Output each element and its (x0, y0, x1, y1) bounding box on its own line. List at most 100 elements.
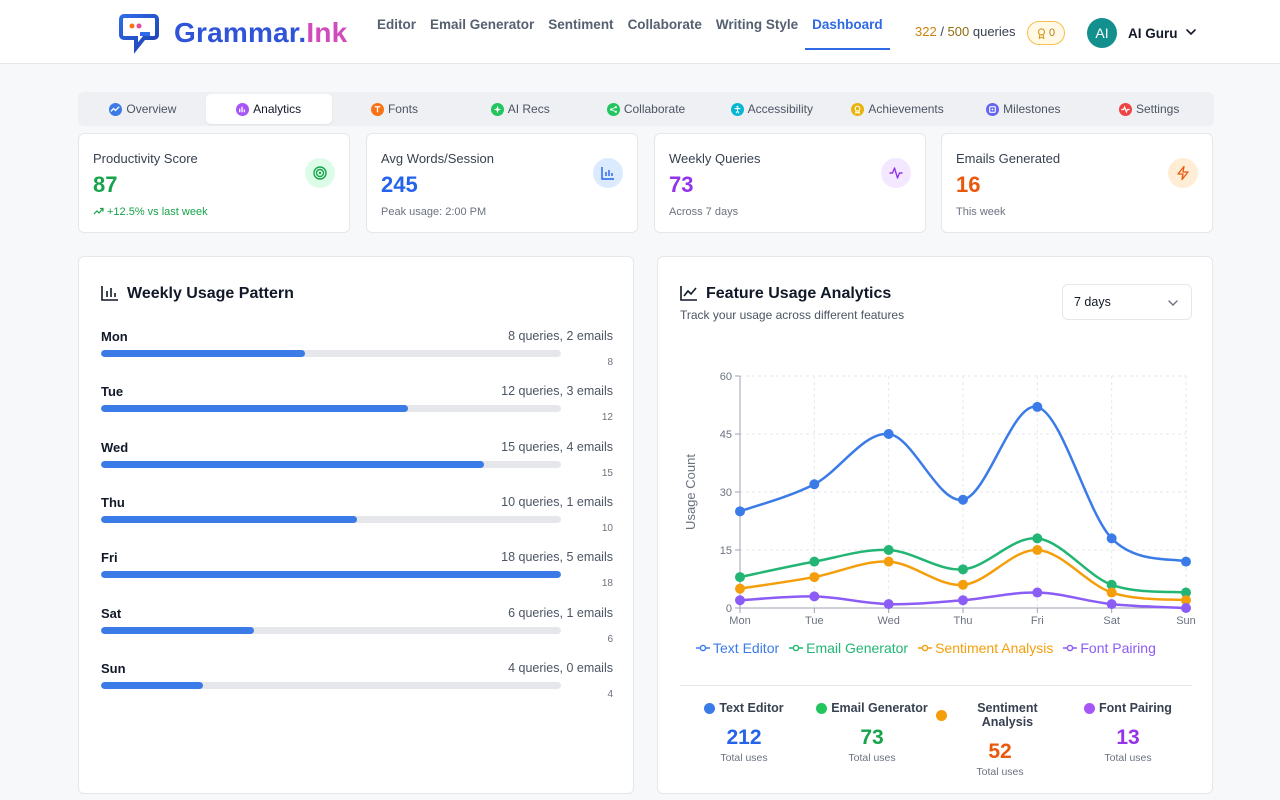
day-label: Thu (101, 494, 125, 510)
tab-collaborate[interactable]: Collaborate (583, 94, 709, 124)
stat-card-productivity-score: Productivity Score 87 +12.5% vs last week (78, 133, 350, 233)
data-point-font-pairing (809, 591, 820, 602)
time-range-select[interactable]: 7 days (1062, 284, 1192, 320)
data-point-email-generator (1032, 533, 1043, 544)
legend-item-sentiment-analysis[interactable]: Sentiment Analysis (918, 640, 1053, 656)
chevron-down-icon (1168, 300, 1178, 306)
usage-bar-fill (101, 350, 306, 357)
usage-bar-track (101, 571, 561, 579)
tab-label: Overview (126, 102, 177, 116)
day-count: 15 (601, 467, 613, 479)
feature-totals: Text Editor 212 Total uses Email Generator 7… (680, 701, 1192, 781)
data-point-text-editor (1032, 401, 1043, 412)
type-icon (370, 102, 384, 116)
share-icon (606, 102, 620, 116)
day-count: 6 (607, 633, 613, 645)
day-label: Sun (101, 660, 126, 676)
y-tick-label: 0 (726, 603, 732, 615)
stat-label: Productivity Score (93, 151, 198, 166)
sparkle-icon (490, 102, 504, 116)
bar-chart-icon (101, 286, 118, 301)
nav-sentiment[interactable]: Sentiment (548, 17, 614, 32)
user-name[interactable]: AI Guru (1128, 26, 1178, 41)
tab-overview[interactable]: Overview (80, 94, 206, 124)
legend-line-icon (789, 644, 804, 652)
nav-editor[interactable]: Editor (377, 17, 416, 32)
color-dot-icon (936, 709, 947, 721)
tab-label: Settings (1135, 102, 1180, 116)
tab-fonts[interactable]: Fonts (332, 94, 458, 124)
tab-ai-recs[interactable]: AI Recs (457, 94, 583, 124)
weekly-row-sun: Sun 4 queries, 0 emails 4 (101, 661, 613, 711)
data-point-email-generator (1181, 587, 1191, 598)
bar-chart-icon (236, 102, 250, 116)
achievement-badge[interactable]: 0 (1027, 21, 1065, 45)
activity-icon (881, 158, 911, 188)
total-value: 13 (1116, 726, 1140, 749)
stat-card-emails-generated: Emails Generated 16 This week (941, 133, 1213, 233)
brand-name: Grammar.Ink (174, 17, 348, 48)
day-detail: 6 queries, 1 emails (508, 605, 613, 620)
stat-card-avg-words-session: Avg Words/Session 245 Peak usage: 2:00 PM (366, 133, 638, 233)
usage-bar-track (101, 515, 561, 523)
weekly-usage-panel: Weekly Usage Pattern Mon 8 queries, 2 ema… (78, 256, 634, 794)
brand-logo[interactable]: Grammar.Ink (118, 12, 347, 54)
tab-accessibility[interactable]: Accessibility (709, 94, 835, 124)
time-range-value: 7 days (1074, 295, 1111, 309)
data-point-email-generator (735, 572, 745, 583)
tab-milestones[interactable]: Milestones (960, 94, 1086, 124)
total-label: Total uses (848, 752, 896, 764)
data-point-sentiment-analysis (809, 572, 820, 583)
tab-label: Fonts (387, 102, 418, 116)
nav-dashboard[interactable]: Dashboard (805, 0, 890, 50)
total-value: 212 (726, 726, 762, 749)
nav-email-generator[interactable]: Email Generator (430, 17, 535, 32)
x-tick-label: Sat (1103, 615, 1120, 627)
tab-achievements[interactable]: Achievements (835, 94, 961, 124)
award-icon (851, 102, 865, 116)
tab-analytics[interactable]: Analytics (205, 94, 332, 124)
y-tick-label: 15 (720, 545, 732, 557)
legend-label: Text Editor (713, 640, 780, 656)
stat-subtext: This week (956, 206, 1006, 218)
day-detail: 15 queries, 4 emails (501, 439, 613, 454)
top-navigation-bar: Grammar.Ink Editor Email Generator Sentime… (0, 0, 1280, 64)
color-dot-icon (704, 702, 716, 714)
day-count: 8 (607, 357, 613, 368)
stat-value: 73 (669, 172, 694, 197)
feature-usage-subtitle: Track your usage across different featur… (680, 308, 905, 322)
accessibility-icon (730, 102, 744, 116)
tab-label: Analytics (253, 102, 302, 116)
total-name: Sentiment Analysis (936, 701, 1064, 729)
chevron-down-icon[interactable] (1185, 26, 1197, 38)
weekly-row-tue: Tue 12 queries, 3 emails 12 (101, 384, 613, 434)
total-value: 73 (860, 726, 884, 749)
usage-bar-track (101, 350, 561, 357)
tab-label: Achievements (868, 102, 944, 116)
legend-item-font-pairing[interactable]: Font Pairing (1063, 640, 1156, 656)
legend-label: Sentiment Analysis (935, 640, 1054, 656)
nav-collaborate[interactable]: Collaborate (627, 17, 702, 32)
tab-settings[interactable]: Settings (1086, 94, 1212, 124)
legend-item-text-editor[interactable]: Text Editor (696, 640, 779, 656)
logo-icon (119, 14, 159, 54)
data-point-text-editor (809, 479, 820, 490)
legend-item-email-generator[interactable]: Email Generator (789, 640, 908, 656)
avatar[interactable]: AI (1087, 18, 1117, 48)
y-axis-label: Usage Count (683, 454, 698, 530)
tab-label: Accessibility (747, 102, 813, 116)
data-point-font-pairing (958, 595, 968, 606)
x-tick-label: Wed (877, 615, 899, 627)
usage-bar-fill (101, 515, 357, 523)
trend-up-icon (93, 207, 104, 215)
total-email-generator: Email Generator 73 Total uses (808, 701, 936, 781)
day-label: Wed (101, 439, 129, 455)
feature-usage-title: Feature Usage Analytics (706, 285, 892, 302)
nav-writing-style[interactable]: Writing Style (715, 17, 799, 32)
y-tick-label: 60 (720, 371, 732, 383)
data-point-sentiment-analysis (1032, 545, 1043, 555)
stat-label: Weekly Queries (669, 151, 761, 166)
color-dot-icon (1084, 702, 1096, 714)
data-point-font-pairing (1032, 587, 1043, 598)
total-value: 52 (988, 740, 1012, 763)
